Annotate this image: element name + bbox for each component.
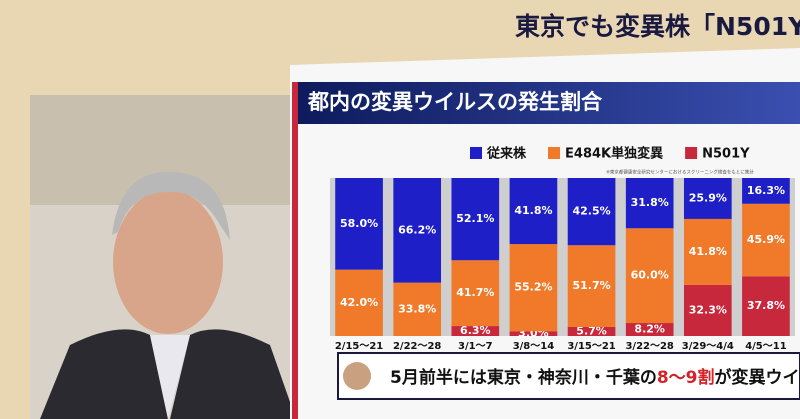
value-label: 42.0%	[340, 296, 378, 309]
caption-part: が変異ウイルスになると推定	[715, 367, 800, 388]
suit	[40, 329, 296, 419]
bar-segment	[509, 331, 558, 336]
note: ※東京都健康安全研究センターにおけるスクリーニング検査をもとに集計	[606, 169, 754, 176]
bar-segment	[335, 178, 383, 270]
value-label: 55.2%	[514, 281, 552, 294]
caption-part: 5月前半には東京・神奈川・千葉の	[390, 367, 657, 388]
value-label: 8.2%	[634, 323, 665, 336]
bar-segment	[742, 203, 790, 277]
bar-segment	[742, 178, 790, 204]
value-label: 33.8%	[398, 302, 436, 315]
bar-segment	[335, 269, 383, 336]
bar-segment	[393, 178, 442, 283]
value-label: 45.9%	[747, 233, 785, 246]
bar-segment	[625, 323, 674, 336]
bar-segment	[567, 245, 616, 327]
bar-segment	[509, 244, 558, 332]
value-label: 37.8%	[747, 299, 785, 312]
x-tick-label: 2/22～28	[393, 341, 441, 352]
value-label: 60.0%	[631, 269, 669, 282]
bar-segment	[683, 178, 732, 219]
bar-segment	[625, 228, 674, 324]
legend-swatch	[548, 147, 561, 159]
x-tick-label: 4/5～11	[745, 341, 787, 352]
bar-segment	[683, 284, 732, 336]
value-label: 52.1%	[456, 212, 494, 225]
value-label: 32.3%	[689, 303, 727, 316]
value-label: 41.7%	[456, 286, 494, 299]
x-tick-label: 2/15～21	[335, 341, 383, 352]
x-tick-label: 3/22～28	[625, 341, 673, 352]
x-tick-label: 3/15～21	[567, 341, 615, 352]
face	[113, 190, 223, 334]
bar-segment	[451, 178, 500, 261]
value-label: 66.2%	[398, 223, 436, 236]
value-label: 25.9%	[689, 191, 727, 204]
bar-segment	[509, 178, 558, 245]
legend-swatch	[470, 147, 482, 159]
legend-label: N501Y	[702, 147, 750, 162]
shirt	[150, 335, 190, 419]
x-tick-label: 3/8～14	[513, 341, 555, 352]
bar-segment	[451, 260, 500, 327]
bar-segment	[742, 276, 790, 336]
value-label: 41.8%	[689, 245, 727, 258]
title-bar	[292, 82, 800, 124]
legend-swatch	[685, 147, 698, 159]
value-label: 6.3%	[460, 324, 491, 337]
bar-segment	[683, 218, 732, 285]
value-label: 16.3%	[747, 184, 785, 197]
panel-edge	[292, 82, 298, 419]
chart-title: 都内の変異ウイルスの発生割合	[307, 90, 603, 114]
x-tick-label: 3/29～4/4	[682, 341, 734, 352]
legend-label: E484K単独変異	[565, 146, 663, 162]
value-label: 41.8%	[514, 204, 552, 217]
x-tick-label: 3/1～7	[458, 341, 493, 352]
caption-box	[337, 352, 800, 400]
legend-label: 従来株	[486, 146, 527, 162]
value-label: 58.0%	[340, 217, 378, 230]
hair	[112, 171, 230, 240]
bar-segment	[451, 326, 500, 336]
inset-photo	[343, 362, 371, 390]
caption-highlight: 8～9割	[657, 367, 715, 388]
bar-segment	[393, 282, 442, 336]
bar-segment	[567, 326, 616, 336]
value-label: 5.7%	[576, 324, 607, 337]
headline: 東京でも変異株「N501Y」拡大	[515, 12, 800, 41]
bar-segment	[625, 178, 674, 229]
bar-segment	[567, 178, 616, 246]
caption: 5月前半には東京・神奈川・千葉の8～9割が変異ウイルスになると推定	[390, 367, 800, 388]
value-label: 42.5%	[572, 205, 610, 218]
value-label: 51.7%	[572, 279, 610, 292]
value-label: 31.8%	[631, 196, 669, 209]
